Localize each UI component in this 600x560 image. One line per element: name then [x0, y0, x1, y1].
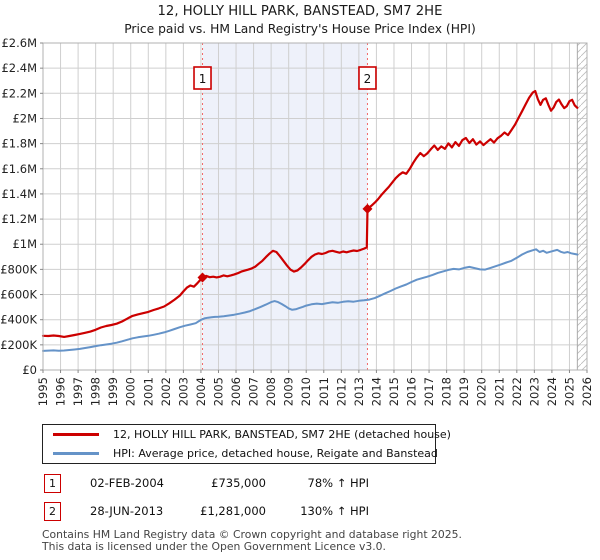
sale-number-badge-2: 2 — [44, 502, 61, 521]
legend-label-property: 12, HOLLY HILL PARK, BANSTEAD, SM7 2HE (… — [113, 428, 451, 442]
x-tick-label: 1999 — [106, 377, 120, 406]
hpi-line-swatch — [53, 451, 99, 455]
legend-item-hpi: HPI: Average price, detached house, Reig… — [43, 444, 438, 462]
x-tick-label: 2006 — [229, 377, 243, 406]
x-tick-label: 2025 — [562, 377, 576, 406]
price-chart: £0 £200K £400K £600K £800K £1M £1.2M £1.4M £1.6M… — [0, 36, 594, 406]
x-tick-label: 2000 — [124, 377, 138, 406]
y-tick-label: £0 — [22, 363, 37, 377]
x-tick-label: 2020 — [475, 377, 489, 406]
x-tick-label: 2007 — [247, 377, 261, 406]
between-sales-band — [202, 43, 368, 370]
sale-number-badge-1: 1 — [44, 474, 61, 493]
y-tick-label: £1M — [12, 237, 37, 251]
x-tick-label: 2011 — [317, 377, 331, 406]
page-subtitle: Price paid vs. HM Land Registry's House … — [124, 22, 476, 36]
x-tick-label: 2004 — [194, 377, 208, 406]
x-tick-label: 2022 — [510, 377, 524, 406]
y-tick-label: £800K — [0, 262, 37, 276]
y-tick-label: £2.6M — [1, 36, 37, 50]
sale-date-1: 02-FEB-2004 — [90, 476, 164, 490]
sale-vs-hpi-2: 130% ↑ HPI — [300, 504, 369, 518]
x-tick-label: 1998 — [89, 377, 103, 406]
x-tick-label: 2010 — [299, 377, 313, 406]
footer-line-2: This data is licensed under the Open Gov… — [42, 540, 386, 553]
property-line-swatch — [53, 433, 99, 437]
y-tick-label: £2.2M — [1, 86, 37, 100]
x-tick-label: 2005 — [211, 377, 225, 406]
sale-price-1: £735,000 — [211, 476, 266, 490]
x-tick-label: 2008 — [264, 377, 278, 406]
x-tick-label: 2013 — [352, 377, 366, 406]
plot-frame — [42, 42, 588, 371]
sale-annotation-row-1: 1 02-FEB-2004 £735,000 78% ↑ HPI — [0, 474, 600, 494]
x-tick-label: 2017 — [422, 377, 436, 406]
legend-label-hpi: HPI: Average price, detached house, Reig… — [113, 446, 438, 460]
x-tick-label: 2012 — [334, 377, 348, 406]
x-tick-label: 2021 — [492, 377, 506, 406]
property-price-line — [41, 89, 579, 338]
x-tick-label: 2015 — [387, 377, 401, 406]
sale-diamond-marker — [362, 203, 373, 214]
y-tick-label: £1.4M — [1, 187, 37, 201]
x-tick-label: 2003 — [176, 377, 190, 406]
y-tick-label: £400K — [0, 313, 37, 327]
hpi-line — [42, 248, 579, 352]
y-tick-label: £2.4M — [1, 61, 37, 75]
y-tick-label: £200K — [0, 338, 37, 352]
x-tick-label: 2018 — [440, 377, 454, 406]
sale-annotation-row-2: 2 28-JUN-2013 £1,281,000 130% ↑ HPI — [0, 502, 600, 522]
x-tick-label: 2009 — [282, 377, 296, 406]
sale-number-box — [193, 66, 212, 90]
sale-number-box-label: 1 — [199, 72, 207, 86]
sale-diamond-marker — [197, 272, 208, 283]
sale-vs-hpi-1: 78% ↑ HPI — [307, 476, 369, 490]
sale-date-2: 28-JUN-2013 — [90, 504, 164, 518]
y-tick-label: £600K — [0, 288, 37, 302]
x-tick-label: 2016 — [405, 377, 419, 406]
y-tick-label: £1.6M — [1, 162, 37, 176]
y-tick-label: £1.8M — [1, 137, 37, 151]
sale-number-box-label: 2 — [364, 72, 372, 86]
sale-number-box — [358, 66, 377, 90]
x-tick-label: 2014 — [369, 377, 383, 406]
page-title: 12, HOLLY HILL PARK, BANSTEAD, SM7 2HE — [157, 4, 443, 19]
x-tick-label: 1996 — [54, 377, 68, 406]
x-tick-label: 2026 — [580, 377, 594, 406]
legend: 12, HOLLY HILL PARK, BANSTEAD, SM7 2HE (… — [42, 424, 451, 464]
x-tick-label: 2019 — [457, 377, 471, 406]
license-footer: Contains HM Land Registry data © Crown c… — [42, 529, 462, 553]
x-tick-label: 2001 — [141, 377, 155, 406]
y-tick-label: £2M — [12, 111, 37, 125]
sale-price-2: £1,281,000 — [200, 504, 266, 518]
legend-item-property: 12, HOLLY HILL PARK, BANSTEAD, SM7 2HE (… — [43, 426, 451, 444]
x-tick-label: 1997 — [71, 377, 85, 406]
x-tick-label: 2024 — [545, 377, 559, 406]
footer-line-1: Contains HM Land Registry data © Crown c… — [42, 528, 462, 541]
x-tick-label: 2023 — [527, 377, 541, 406]
future-hatch-region — [577, 43, 587, 370]
x-tick-label: 2002 — [159, 377, 173, 406]
y-tick-label: £1.2M — [1, 212, 37, 226]
x-tick-label: 1995 — [36, 377, 50, 406]
